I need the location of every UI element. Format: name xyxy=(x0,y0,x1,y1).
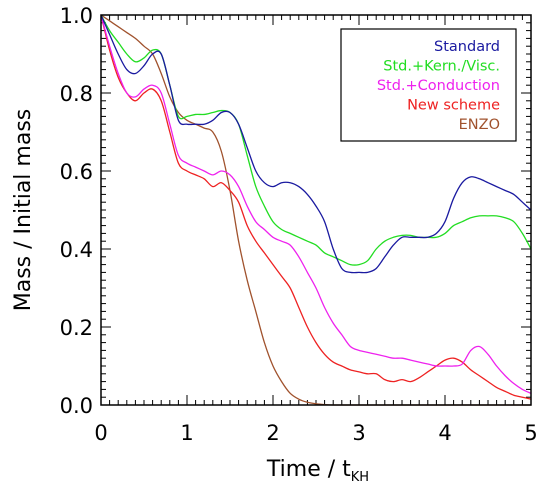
legend-entry: ENZO xyxy=(459,117,500,133)
series-line-standard xyxy=(100,14,532,274)
legend-entry: Standard xyxy=(434,39,500,55)
x-axis-label: Time / tKH xyxy=(266,457,369,485)
y-tick-label: 1.0 xyxy=(60,4,93,28)
legend-entry: Std.+Kern./Visc. xyxy=(383,59,500,75)
series-line-std-conduction xyxy=(100,14,532,394)
y-tick-label: 0.0 xyxy=(60,394,93,418)
legend-entry: New scheme xyxy=(407,98,500,114)
x-tick-label: 0 xyxy=(94,421,107,445)
y-tick-label: 0.4 xyxy=(60,238,93,262)
x-tick-label: 3 xyxy=(352,421,365,445)
legend-box xyxy=(340,28,517,142)
y-tick-label: 0.2 xyxy=(60,316,93,340)
x-tick-label: 1 xyxy=(180,421,193,445)
series-line-new-scheme xyxy=(100,14,532,400)
legend-entry: Std.+Conduction xyxy=(377,78,500,94)
plot-frame xyxy=(100,14,532,406)
x-tick-label: 5 xyxy=(524,421,537,445)
legend: Standard Std.+Kern./Visc. Std.+Conduction N… xyxy=(340,28,517,142)
tick-labels: 0 1 2 3 4 5 0.0 0.2 0.4 0.6 0.8 1.0 xyxy=(60,4,538,445)
x-tick-label: 4 xyxy=(438,421,451,445)
x-tick-label: 2 xyxy=(266,421,279,445)
y-axis-label: Mass / Initial mass xyxy=(11,109,36,312)
x-axis-label-subscript: KH xyxy=(351,470,369,485)
axis-ticks xyxy=(100,14,532,406)
y-tick-label: 0.6 xyxy=(60,160,93,184)
y-tick-label: 0.8 xyxy=(60,82,93,106)
